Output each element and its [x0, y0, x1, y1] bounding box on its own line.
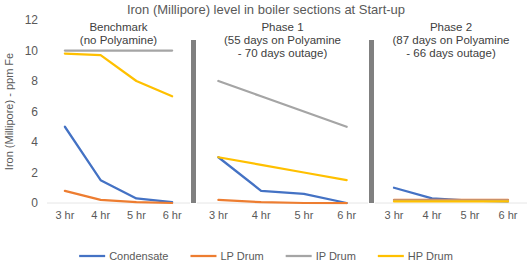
y-tick-label: 0 [31, 196, 38, 210]
panel-title-line: Phase 1 [261, 21, 303, 33]
series-line [218, 200, 346, 203]
series-line [394, 200, 508, 202]
y-tick-label: 2 [31, 166, 38, 180]
x-tick-label: 5 hr [127, 209, 146, 221]
series-line [218, 157, 346, 203]
series-line [65, 127, 172, 202]
panel-title-line: - 70 days outage) [238, 47, 328, 59]
x-tick-label: 3 hr [209, 209, 228, 221]
x-tick-label: 5 hr [294, 209, 313, 221]
legend-swatch [79, 255, 105, 257]
legend-item: Condensate [79, 250, 168, 262]
series-line [394, 200, 508, 202]
legend-item: HP Drum [378, 250, 453, 262]
series-line [218, 157, 346, 180]
panel-separator [369, 40, 374, 203]
legend-swatch [286, 255, 312, 257]
y-tick-label: 8 [31, 74, 38, 88]
legend-label: Condensate [109, 250, 168, 262]
panel-title-line: (no Polyamine) [80, 34, 158, 46]
x-tick-label: 6 hr [337, 209, 356, 221]
x-tick-label: 4 hr [91, 209, 110, 221]
x-tick-label: 5 hr [461, 209, 480, 221]
legend-label: IP Drum [316, 250, 356, 262]
plot-area [218, 81, 346, 203]
series-line [65, 191, 172, 203]
y-tick-label: 6 [31, 105, 38, 119]
y-tick-label: 10 [25, 44, 39, 58]
y-tick-label: 4 [31, 135, 38, 149]
panel-title-line: Phase 2 [430, 21, 472, 33]
legend-label: HP Drum [408, 250, 453, 262]
legend: Condensate LP Drum IP Drum HP Drum [79, 250, 453, 262]
legend-label: LP Drum [220, 250, 263, 262]
plot-area [394, 188, 508, 202]
legend-item: LP Drum [190, 250, 263, 262]
x-tick-label: 4 hr [423, 209, 442, 221]
panel-title: Phase 1(55 days on Polyamine- 70 days ou… [224, 21, 341, 59]
series-line [394, 199, 508, 201]
series-line [218, 81, 346, 127]
y-axis-label: Iron (Millipore) - ppm Fe [3, 53, 15, 170]
x-tick-label: 6 hr [499, 209, 518, 221]
x-tick-label: 3 hr [55, 209, 74, 221]
panel-title-line: - 66 days outage) [406, 47, 496, 59]
legend-item: IP Drum [286, 250, 356, 262]
panel-title-line: (55 days on Polyamine [224, 34, 341, 46]
series-line [394, 188, 508, 202]
x-axis-line [375, 203, 527, 204]
legend-swatch [190, 255, 216, 257]
panel-title: Phase 2(87 days on Polyamine- 66 days ou… [393, 21, 510, 59]
panel-title-line: Benchmark [89, 21, 147, 33]
chart-title: Iron (Millipore) level in boiler section… [127, 2, 405, 17]
series-line [65, 54, 172, 97]
x-tick-label: 3 hr [385, 209, 404, 221]
series-line [65, 49, 172, 51]
panel-title-line: (87 days on Polyamine [393, 34, 510, 46]
panel-title: Benchmark(no Polyamine) [80, 21, 158, 46]
panel-separator [191, 40, 196, 203]
chart-svg: Iron (Millipore) level in boiler section… [0, 0, 532, 274]
y-tick-label: 12 [25, 13, 39, 27]
plot-area [65, 51, 172, 204]
x-tick-label: 4 hr [252, 209, 271, 221]
legend-swatch [378, 255, 404, 257]
chart-container: Iron (Millipore) level in boiler section… [0, 0, 532, 274]
x-tick-label: 6 hr [163, 209, 182, 221]
